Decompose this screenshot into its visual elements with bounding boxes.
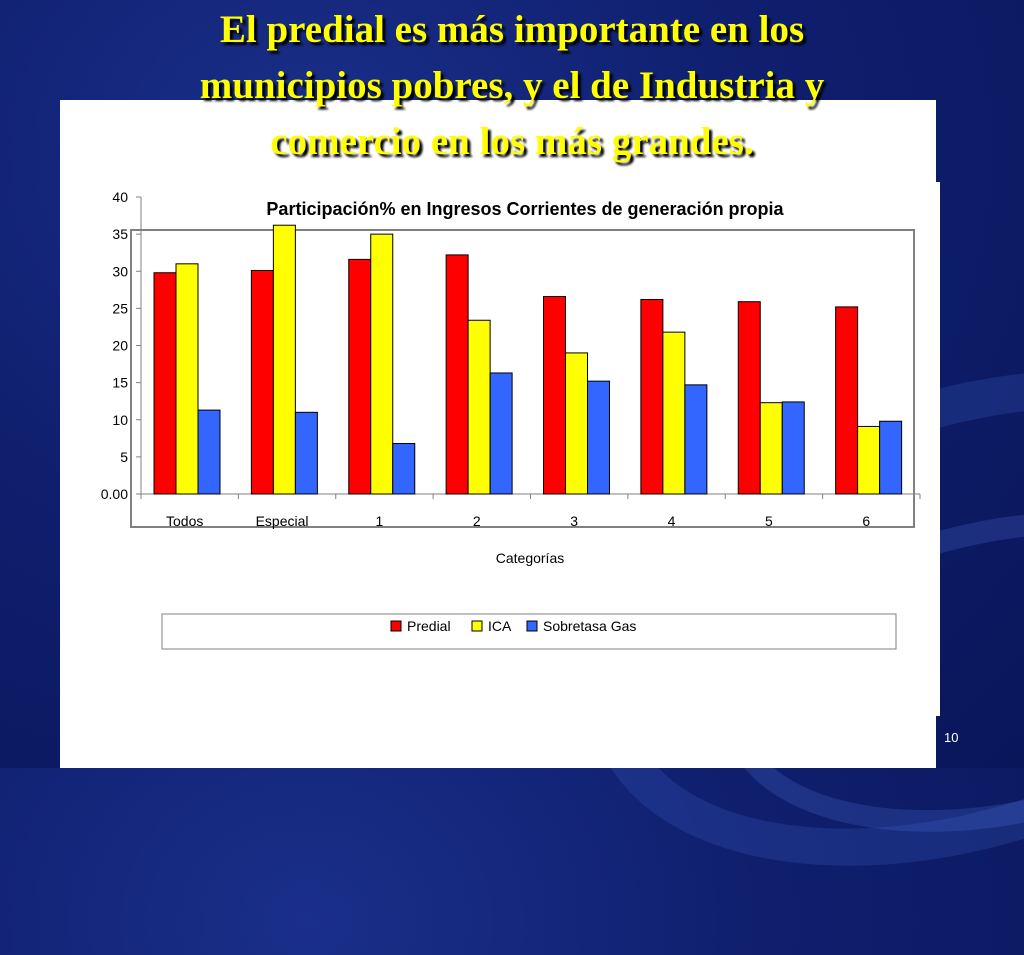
bar-predial — [640, 298, 664, 495]
bar-ica — [857, 425, 881, 495]
slide-title-line-3: comercio en los más grandes. — [270, 120, 754, 163]
plot-area-border — [130, 229, 915, 528]
bar-sobretasa-gas — [392, 443, 416, 495]
y-tick-label: 0.00 — [101, 486, 128, 502]
y-tick-label: 5 — [120, 449, 128, 465]
slide-title-line-1: El predial es más importante en los — [219, 8, 805, 51]
x-tick-label: 3 — [570, 513, 578, 529]
legend-swatch-ica — [471, 620, 483, 632]
x-tick-label: 5 — [765, 513, 773, 529]
bar-predial — [835, 306, 859, 495]
bar-predial — [153, 272, 177, 495]
bar-sobretasa-gas — [587, 380, 610, 495]
x-tick-label: 4 — [668, 513, 676, 529]
legend-swatch-predial — [390, 620, 402, 632]
chart-title: Participación% en Ingresos Corrientes de… — [266, 199, 784, 219]
y-tick-label: 10 — [112, 412, 128, 428]
bar-sobretasa-gas — [197, 409, 221, 495]
y-tick-label: 20 — [112, 338, 128, 354]
bar-ica — [370, 233, 394, 495]
x-tick-label: Todos — [166, 513, 203, 529]
bar-sobretasa-gas — [489, 372, 513, 495]
slide-title-line-2: municipios pobres, y el de Industria y — [199, 64, 825, 107]
legend-label-ica: ICA — [488, 618, 512, 634]
bar-predial — [543, 295, 566, 495]
x-tick-label: 2 — [473, 513, 481, 529]
bar-ica — [759, 402, 783, 495]
page-number: 10 — [944, 730, 959, 745]
legend-label-sobretasa-gas: Sobretasa Gas — [543, 618, 636, 634]
bar-predial — [737, 301, 761, 495]
x-tick-label: 1 — [376, 513, 384, 529]
bar-predial — [445, 254, 469, 495]
bar-sobretasa-gas — [879, 420, 903, 495]
x-axis-label: Categorías — [496, 550, 564, 566]
y-tick-label: 25 — [112, 300, 128, 316]
legend-label-predial: Predial — [407, 618, 451, 634]
bar-chart: 0.00 5 10 15 20 25 30 35 40 Todos Especial 1 2 3 4 5 6 Pa… — [100, 189, 921, 650]
y-tick-label: 30 — [112, 263, 128, 279]
slide-title: El predial es más importante en los muni… — [30, 2, 994, 170]
y-tick-label: 15 — [112, 375, 128, 391]
bar-ica — [467, 319, 491, 495]
bar-sobretasa-gas — [781, 401, 805, 495]
bar-predial — [250, 270, 274, 495]
bar-ica — [565, 352, 588, 495]
x-tick-label: 6 — [862, 513, 870, 529]
bar-ica — [175, 263, 199, 495]
y-tick-label: 35 — [112, 226, 128, 242]
y-tick-label: 40 — [112, 189, 128, 205]
legend-swatch-sobretasa-gas — [526, 620, 538, 632]
bar-predial — [348, 258, 372, 495]
bar-sobretasa-gas — [684, 384, 708, 495]
x-tick-label: Especial — [256, 513, 309, 529]
bar-ica — [662, 331, 686, 495]
bar-sobretasa-gas — [294, 411, 318, 495]
bar-ica — [272, 224, 296, 495]
